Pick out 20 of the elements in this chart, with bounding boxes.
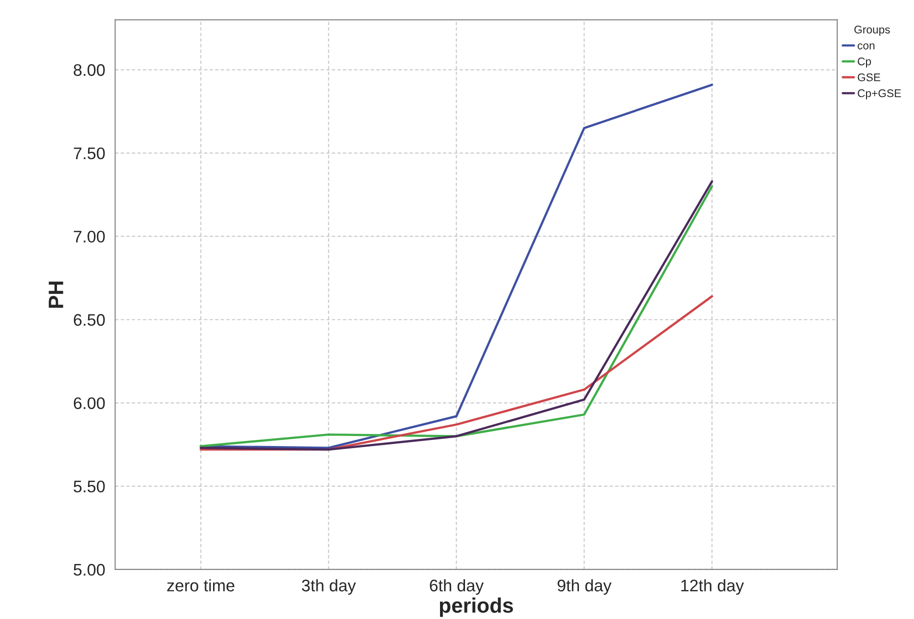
- y-tick-label: 8.00: [74, 64, 105, 76]
- y-tick-label: 7.50: [74, 147, 105, 160]
- y-tick-label: 6.00: [74, 397, 105, 410]
- y-tick-label: 5.00: [74, 564, 105, 576]
- y-tick-label: 5.50: [74, 480, 105, 492]
- legend-label: con: [858, 43, 874, 50]
- line-series: [200, 295, 714, 451]
- x-axis-title: periods: [440, 598, 513, 617]
- legend-title: Groups: [854, 26, 890, 36]
- x-tick-label: 3th day: [302, 579, 356, 595]
- x-tick-label: 6th day: [430, 579, 484, 595]
- x-tick-label: 12th day: [681, 579, 744, 595]
- legend-label: Cp: [858, 57, 871, 68]
- y-tick-label: 6.50: [74, 314, 105, 326]
- legend-label: GSE: [858, 73, 880, 82]
- x-tick-label: 9th day: [558, 579, 612, 595]
- legend-label: Cp+GSE: [858, 89, 901, 100]
- y-axis-title: PH: [48, 282, 64, 308]
- y-tick-label: 7.00: [74, 230, 105, 243]
- x-tick-label: zero time: [167, 579, 234, 592]
